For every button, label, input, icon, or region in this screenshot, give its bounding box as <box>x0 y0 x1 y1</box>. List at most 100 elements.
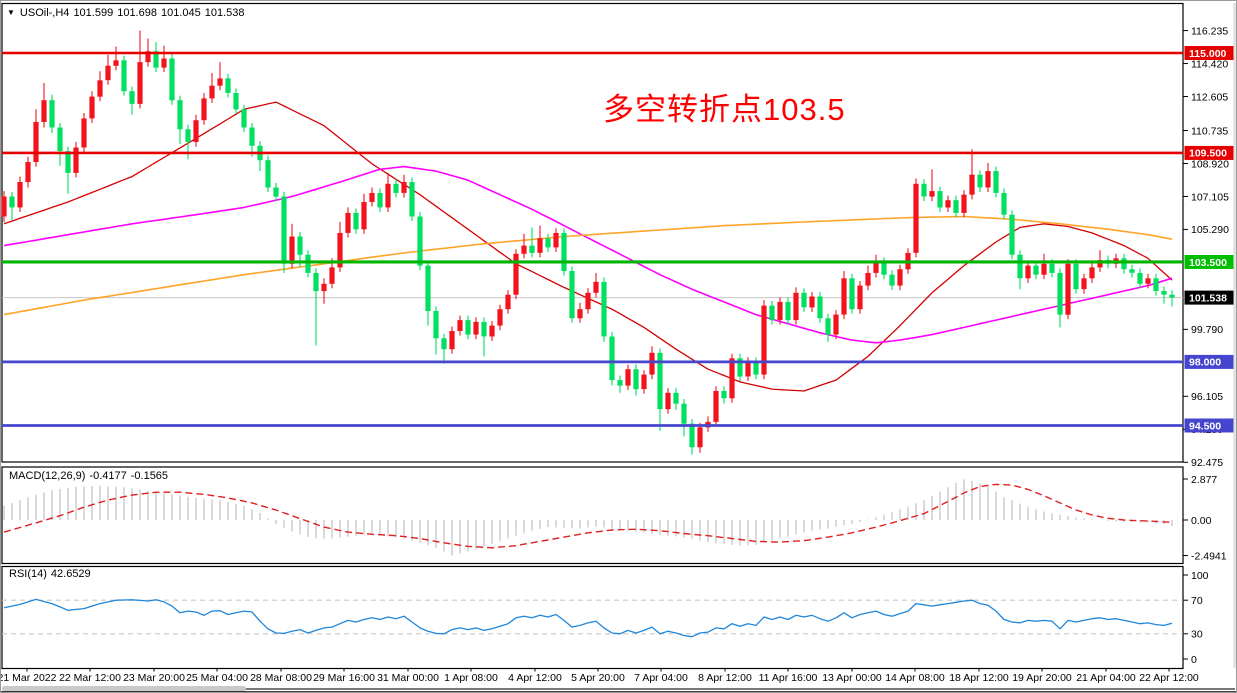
time-tick-label: 14 Apr 08:00 <box>885 672 945 684</box>
candle <box>345 212 351 233</box>
price-tick-label: 99.790 <box>1191 324 1223 336</box>
macd-panel[interactable] <box>1 466 1184 565</box>
candle <box>417 216 423 266</box>
candle <box>1049 263 1055 273</box>
candle <box>377 192 383 208</box>
candle <box>681 403 687 424</box>
candle <box>801 292 807 308</box>
candle <box>625 369 631 386</box>
candle <box>1129 269 1135 273</box>
candle <box>41 100 47 122</box>
candle <box>281 196 287 264</box>
candle <box>537 238 543 253</box>
candle <box>521 245 527 254</box>
candle <box>489 325 495 337</box>
candle <box>609 336 615 381</box>
candle <box>889 274 895 286</box>
time-tick-label: 11 Apr 16:00 <box>759 672 818 684</box>
symbol-dropdown-icon[interactable]: ▼ <box>7 8 15 17</box>
rsi-name: RSI(14) <box>9 568 47 580</box>
candle <box>777 301 783 321</box>
svg-text:98.000: 98.000 <box>1189 357 1221 369</box>
time-tick-label: 19 Apr 20:00 <box>1012 672 1072 684</box>
price-tick-label: 105.290 <box>1191 224 1229 236</box>
candle <box>1017 254 1023 279</box>
candles-layer[interactable] <box>1 30 1175 455</box>
candle <box>641 374 647 390</box>
price-tick-label: 114.420 <box>1191 58 1228 70</box>
macd-tick-label: 0.00 <box>1191 515 1212 527</box>
rsi-tick-label: 100 <box>1191 570 1209 582</box>
candle <box>17 182 23 208</box>
candle <box>49 100 55 128</box>
candle <box>593 281 599 293</box>
rsi-tick-label: 70 <box>1191 595 1203 607</box>
candle <box>273 187 279 197</box>
time-tick-label: 18 Apr 12:00 <box>949 672 1009 684</box>
price-badge <box>1184 290 1234 305</box>
time-tick-label: 23 Mar 20:00 <box>123 672 185 684</box>
candle <box>425 265 431 311</box>
candle <box>713 391 719 422</box>
time-tick-label: 22 Mar 12:00 <box>59 672 121 684</box>
time-tick-label: 21 Apr 04:00 <box>1076 672 1136 684</box>
candle <box>513 253 519 295</box>
macd-layer[interactable]: 2.877 0.00 -2.4941 <box>3 474 1227 563</box>
svg-text:115.000: 115.000 <box>1189 48 1227 60</box>
rsi-tick-label: 30 <box>1191 629 1203 641</box>
candle <box>129 91 135 104</box>
candle <box>1153 278 1159 291</box>
candle <box>321 283 327 292</box>
price-panel[interactable] <box>1 2 1184 463</box>
candle <box>953 200 959 213</box>
candle <box>217 78 223 86</box>
candle <box>249 127 255 146</box>
candle <box>841 278 847 315</box>
macd-signal-value: -0.1565 <box>130 470 169 482</box>
candle <box>873 262 879 273</box>
candle <box>449 331 455 350</box>
candle <box>105 65 111 81</box>
candle <box>737 358 743 377</box>
ma-slow-orange <box>3 215 1173 316</box>
candle <box>121 60 127 92</box>
candle <box>689 423 695 448</box>
rsi-panel[interactable] <box>1 565 1184 670</box>
rsi-layer[interactable]: 100 70 30 0 <box>2 570 1209 666</box>
candle <box>169 58 175 101</box>
candle <box>329 267 335 284</box>
candle <box>993 171 999 193</box>
candle <box>209 85 215 99</box>
candle <box>393 183 399 193</box>
candle <box>1025 265 1031 279</box>
candle <box>945 200 951 208</box>
scrollbar-thumb[interactable] <box>2 686 246 692</box>
candle <box>361 202 367 230</box>
time-tick-label: 28 Mar 08:00 <box>250 672 312 684</box>
rsi-value: 42.6529 <box>50 568 91 580</box>
candle <box>241 109 247 128</box>
candle <box>745 361 751 377</box>
chart-annotation-text[interactable]: 多空转折点103.5 <box>603 92 846 127</box>
level-lines-layer[interactable]: 115.000 109.500 103.500 98.000 94.500 101.538 <box>2 46 1234 433</box>
time-tick-label: 25 Mar 04:00 <box>186 672 248 684</box>
candle <box>857 285 863 310</box>
candle <box>921 183 927 197</box>
candle <box>649 352 655 375</box>
candle <box>177 100 183 130</box>
candle <box>569 271 575 319</box>
time-axis[interactable]: 21 Mar 2022 22 Mar 12:00 23 Mar 20:00 25 Ma… <box>0 668 1199 685</box>
candle <box>113 60 119 66</box>
candle <box>761 305 767 375</box>
candle <box>185 129 191 142</box>
candle <box>1 196 7 217</box>
rsi-indicator-label: RSI(14) 42.6529 <box>9 568 95 580</box>
macd-tick-label: -2.4941 <box>1191 550 1227 562</box>
candle <box>1137 272 1143 284</box>
panel-frames <box>1 2 1237 670</box>
candle <box>961 194 967 213</box>
candle <box>601 281 607 337</box>
candle <box>1033 265 1039 275</box>
